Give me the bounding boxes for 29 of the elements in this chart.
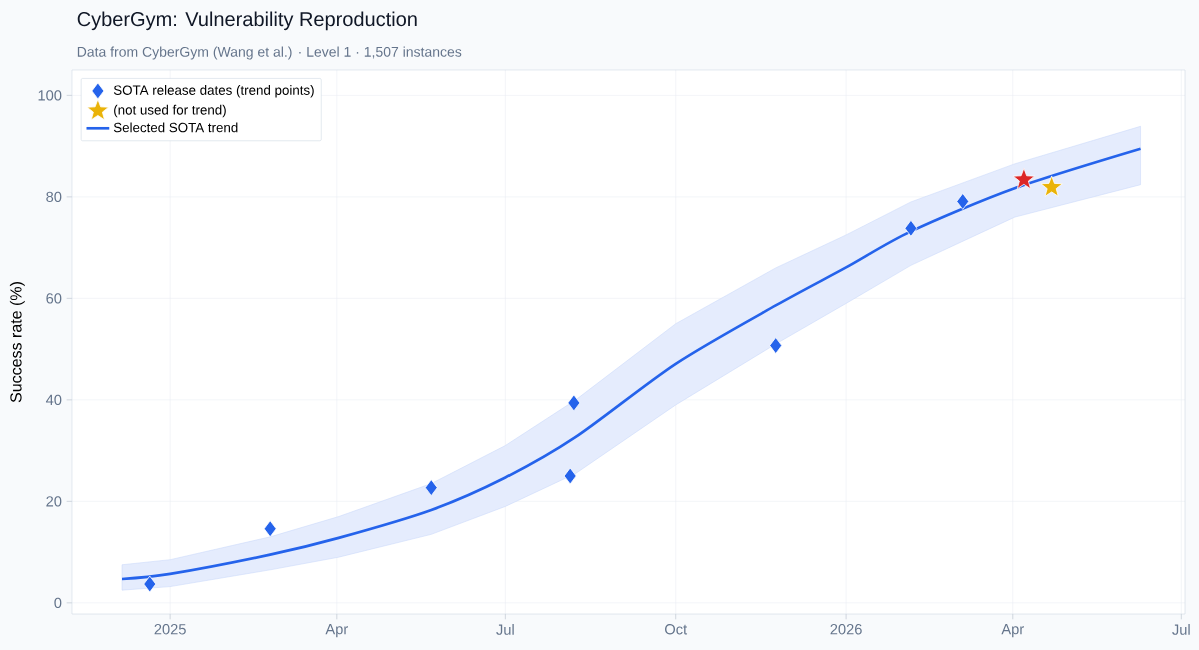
point	[1040, 175, 1063, 197]
legend-label: (not used for trend)	[114, 104, 226, 118]
y-tick-label: 40	[45, 394, 62, 406]
y-axis-title: Success rate (%)	[9, 282, 25, 403]
x-tick-label: Jul	[496, 624, 514, 635]
point	[956, 193, 970, 210]
y-tick-label: 0	[54, 597, 62, 609]
y-tick-label: 80	[46, 191, 62, 203]
chart-title: CyberGym: Vulnerability Reproduction	[77, 11, 417, 31]
y-tick-label: 20	[46, 496, 62, 507]
point	[567, 394, 581, 412]
legend-label: Selected SOTA trend	[113, 122, 238, 133]
legend-label: SOTA release dates (trend points)	[113, 85, 314, 98]
point	[424, 479, 438, 497]
x-tick-label: 2026	[830, 624, 862, 635]
x-tick-label: Oct	[665, 624, 688, 635]
point	[143, 575, 157, 593]
point	[263, 520, 277, 538]
x-tick-label: 2025	[154, 624, 186, 635]
x-tick-label: Apr	[325, 624, 348, 638]
x-tick-label: Apr	[1001, 624, 1024, 638]
point	[1012, 167, 1036, 190]
y-tick-label: 60	[46, 293, 62, 304]
x-tick-label: Jul	[1172, 624, 1190, 635]
point	[904, 219, 918, 237]
y-tick-label: 100	[38, 90, 62, 101]
chart-subtitle: Data from CyberGym (Wang et al.) · Level 1 · 1,507 instances	[77, 46, 462, 60]
point	[563, 467, 577, 485]
point	[769, 337, 783, 354]
